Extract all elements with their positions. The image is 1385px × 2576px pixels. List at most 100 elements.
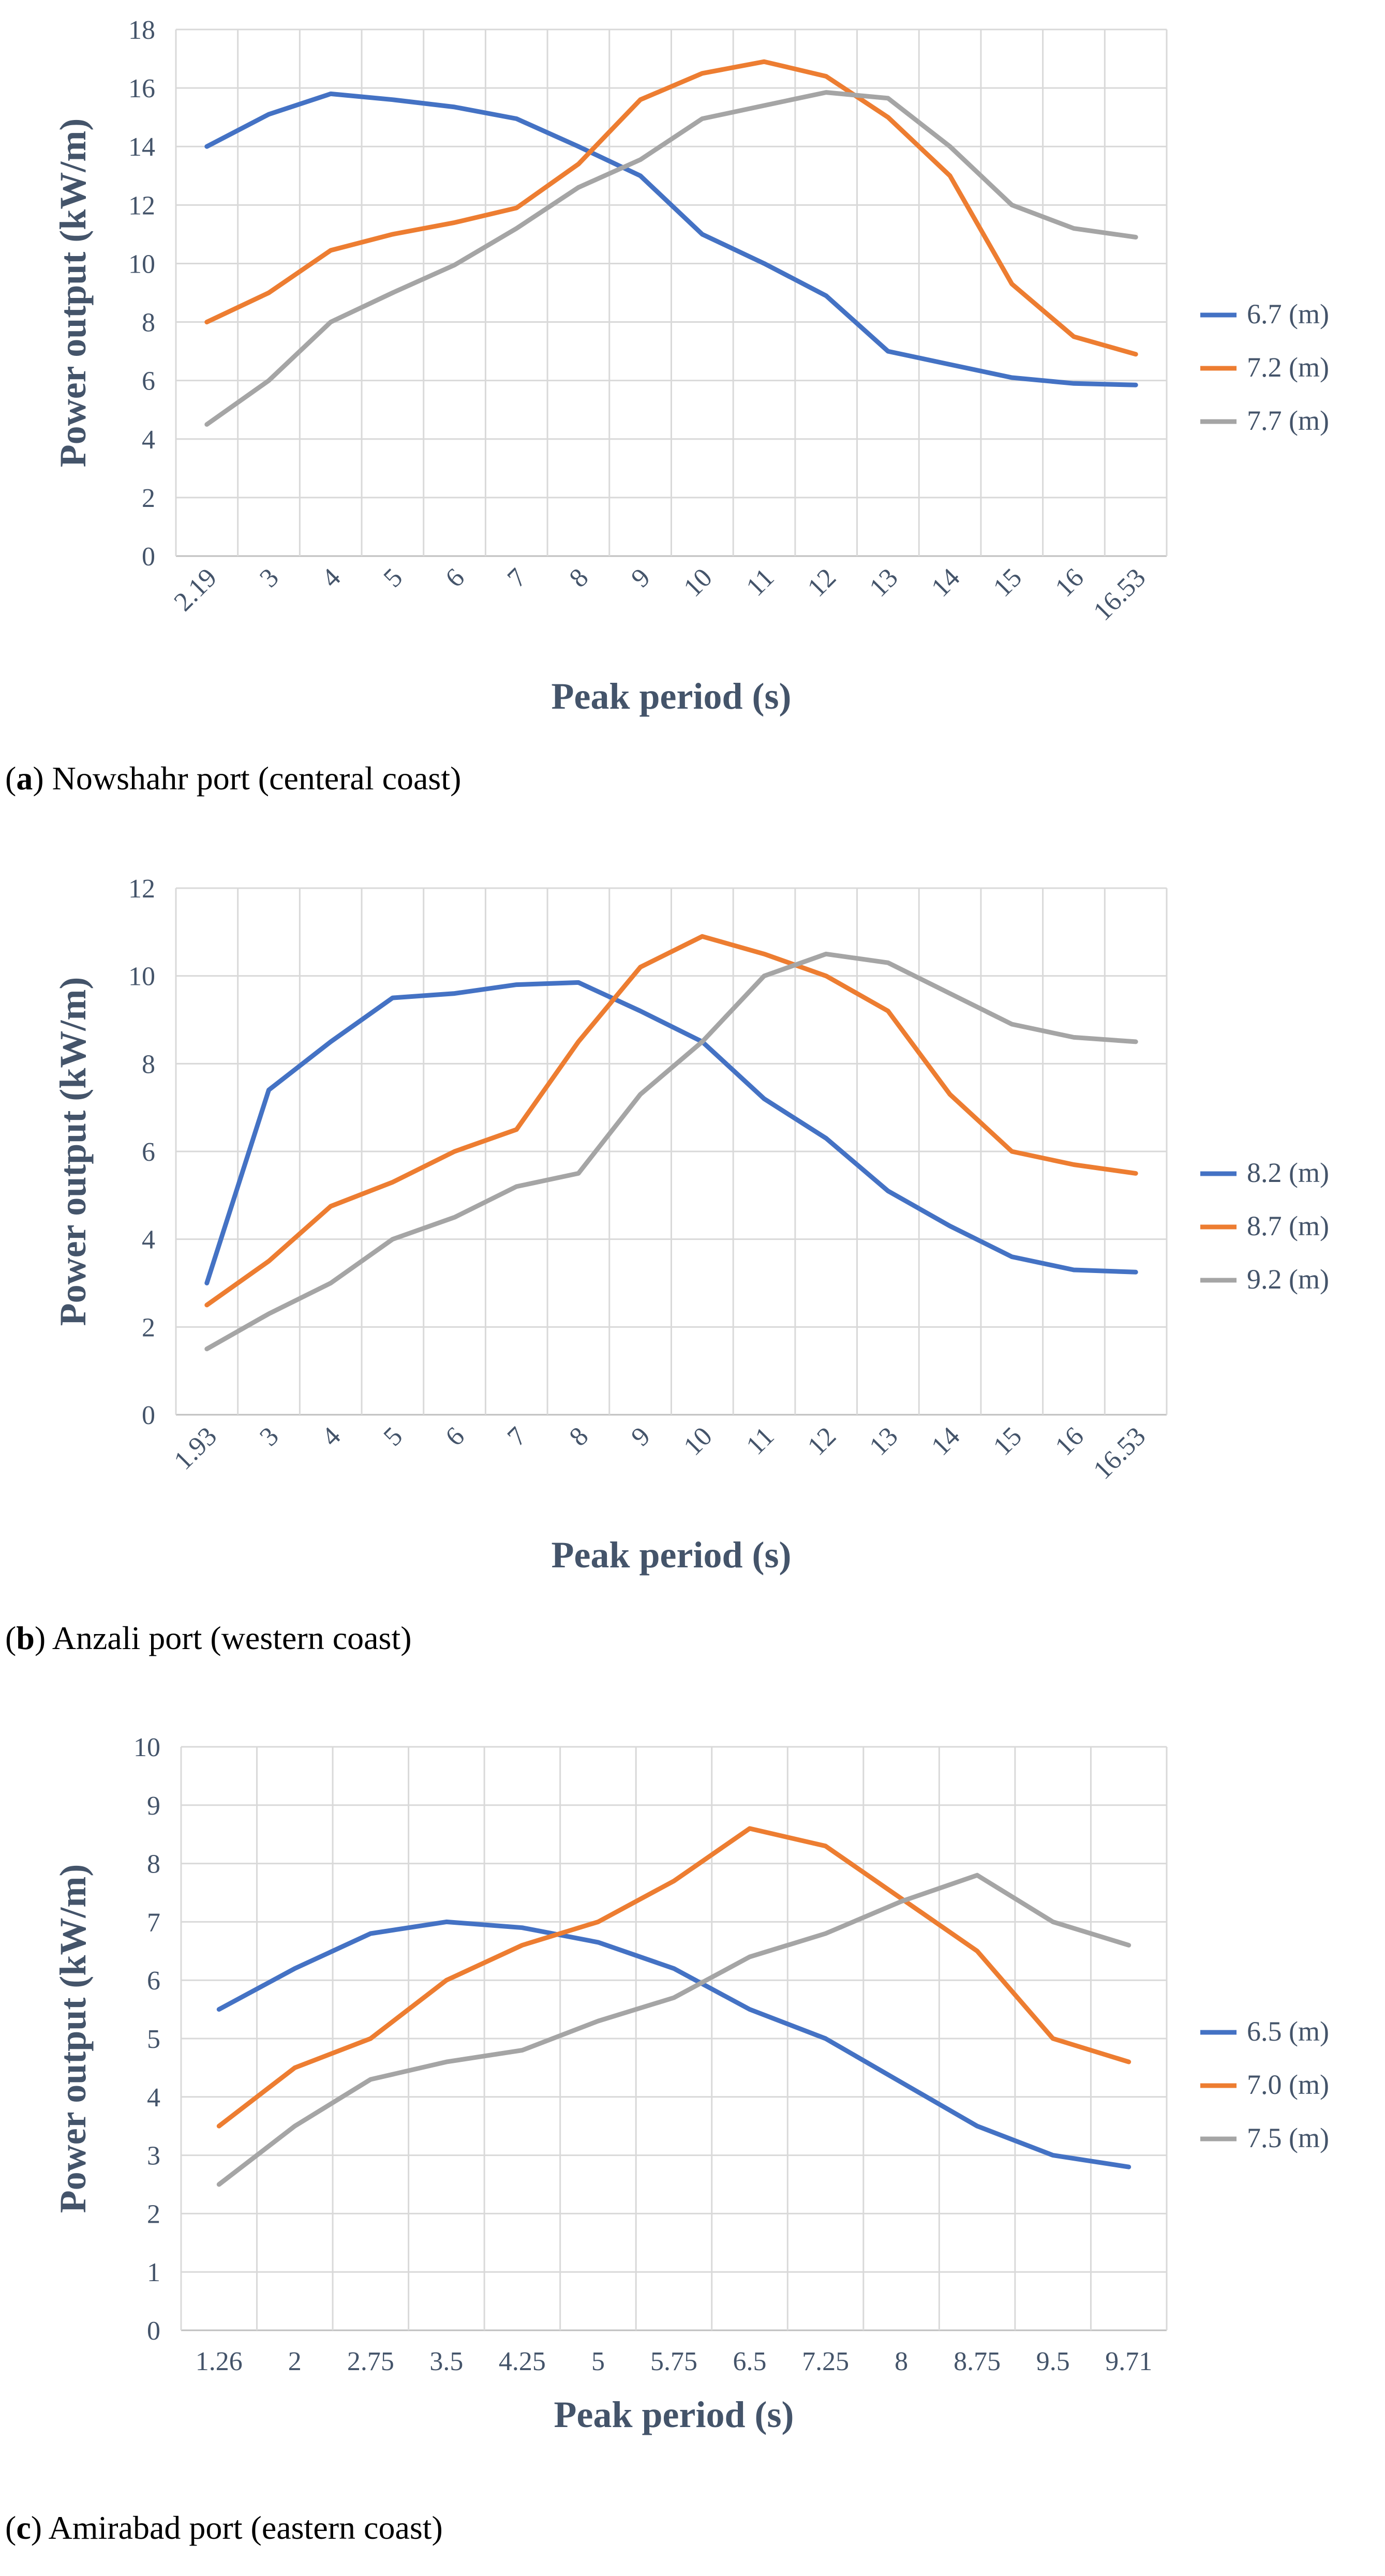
y-tick-label: 9	[147, 1791, 160, 1821]
y-tick-label: 1	[147, 2258, 160, 2287]
y-tick-label: 16	[128, 74, 155, 103]
y-tick-label: 7	[147, 1908, 160, 1937]
y-tick-label: 4	[147, 2083, 160, 2113]
x-tick-label: 12	[802, 1421, 842, 1461]
x-tick-label: 5	[591, 2347, 605, 2376]
x-tick-label: 2.19	[169, 563, 223, 617]
x-tick-label: 1.93	[169, 1421, 223, 1476]
x-tick-label: 7	[502, 1421, 532, 1452]
legend-label-3: 7.7 (m)	[1247, 405, 1329, 436]
x-tick-label: 6	[440, 563, 470, 593]
y-tick-label: 0	[147, 2316, 160, 2346]
caption-b: (b) Anzali port (western coast)	[5, 1620, 412, 1656]
x-tick-label: 6.5	[733, 2347, 767, 2376]
series-line-3	[204, 951, 1138, 1352]
series-line-3	[216, 1873, 1131, 2187]
y-tick-label: 2	[147, 2199, 160, 2229]
y-tick-label: 8	[147, 1850, 160, 1879]
x-tick-label: 16	[1050, 1421, 1090, 1461]
x-tick-label: 2	[288, 2347, 302, 2376]
y-tick-label: 10	[133, 1733, 160, 1762]
y-tick-label: 12	[128, 191, 155, 220]
chart-panel-c: 0 1 2 3 4 5 6 7 8 9 10 1.26 2 2.75 3.5 4.25 5 5.75 6.5 7.25…	[0, 1717, 1385, 2576]
x-tick-label: 15	[988, 1421, 1027, 1461]
x-tick-label: 3	[254, 563, 285, 593]
x-tick-label: 4.25	[499, 2347, 546, 2376]
chart-svg-c: 0 1 2 3 4 5 6 7 8 9 10 1.26 2 2.75 3.5 4.25 5 5.75 6.5 7.25…	[52, 1733, 1329, 2435]
y-tick-label: 6	[142, 367, 155, 396]
y-tick-label: 10	[128, 962, 155, 992]
x-tick-label: 10	[678, 563, 718, 603]
y-tick-label: 5	[147, 2025, 160, 2054]
y-tick-label: 2	[142, 484, 155, 513]
x-axis-title: Peak period (s)	[554, 2394, 794, 2435]
legend-label-2: 7.0 (m)	[1247, 2069, 1329, 2100]
x-tick-label: 2.75	[347, 2347, 394, 2376]
y-axis-title: Power output (kW/m)	[52, 977, 94, 1326]
x-tick-label: 7.25	[802, 2347, 849, 2376]
x-tick-label: 14	[926, 1421, 965, 1461]
x-tick-label: 8	[564, 1421, 594, 1452]
series-line-2	[216, 1826, 1131, 2129]
y-tick-label: 8	[142, 308, 155, 338]
caption-c: (c) Amirabad port (eastern coast)	[5, 2509, 443, 2546]
series-line-3	[204, 90, 1138, 427]
legend-label-2: 7.2 (m)	[1247, 352, 1329, 383]
series-line-1	[204, 91, 1138, 387]
y-tick-label: 3	[147, 2141, 160, 2171]
y-axis-title: Power output (kW/m)	[52, 1864, 94, 2213]
x-tick-label: 9.5	[1036, 2347, 1070, 2376]
x-tick-label: 11	[741, 1421, 780, 1461]
y-tick-label: 10	[128, 249, 155, 279]
y-tick-label: 14	[128, 132, 155, 162]
x-tick-label: 8.75	[954, 2347, 1001, 2376]
x-tick-label: 6	[440, 1421, 470, 1452]
x-tick-label: 14	[926, 563, 965, 603]
series-line-2	[204, 59, 1138, 357]
x-tick-label: 8	[564, 563, 594, 593]
y-tick-label: 12	[128, 874, 155, 904]
x-tick-label: 10	[678, 1421, 718, 1461]
x-tick-label: 13	[864, 1421, 904, 1461]
x-tick-label: 11	[741, 563, 780, 602]
x-tick-label: 5.75	[650, 2347, 697, 2376]
legend-label-2: 8.7 (m)	[1247, 1210, 1329, 1241]
x-axis-title: Peak period (s)	[552, 1534, 792, 1576]
x-tick-label: 8	[895, 2347, 908, 2376]
legend-label-3: 7.5 (m)	[1247, 2122, 1329, 2153]
y-tick-label: 0	[142, 542, 155, 572]
x-tick-label: 9	[626, 563, 656, 593]
x-tick-label: 7	[502, 563, 532, 593]
x-tick-label: 9.71	[1105, 2347, 1152, 2376]
series-line-2	[204, 934, 1138, 1308]
x-tick-label: 3.5	[429, 2347, 463, 2376]
x-tick-label: 12	[802, 563, 842, 603]
y-tick-label: 8	[142, 1050, 155, 1079]
x-tick-label: 16.53	[1088, 563, 1152, 626]
legend-label-1: 8.2 (m)	[1247, 1157, 1329, 1188]
chart-svg-a: 0 2 4 6 8 10 12 14 16 18 2.19 3 4 5 6 7 8 9 10 11 12 13 14 15 16…	[52, 16, 1329, 717]
caption-a: (a) Nowshahr port (centeral coast)	[5, 760, 461, 797]
y-tick-label: 0	[142, 1401, 155, 1430]
x-tick-label: 16	[1050, 563, 1090, 603]
y-tick-label: 4	[142, 425, 155, 455]
series-line-1	[216, 1919, 1131, 2169]
x-tick-label: 9	[626, 1421, 656, 1452]
x-tick-label: 16.53	[1088, 1421, 1152, 1485]
x-tick-label: 4	[316, 1421, 347, 1452]
y-tick-label: 6	[147, 1966, 160, 1996]
series-line-1	[204, 980, 1138, 1285]
y-axis-title: Power output (kW/m)	[52, 118, 94, 468]
chart-panel-b: 0 2 4 6 8 10 12 1.93 3 4 5 6 7 8 9 10 11 12 13 14 15 16 16.53 P…	[0, 859, 1385, 1717]
x-tick-label: 15	[988, 563, 1027, 603]
y-tick-label: 4	[142, 1225, 155, 1255]
x-axis-title: Peak period (s)	[552, 676, 792, 717]
chart-panel-a: 0 2 4 6 8 10 12 14 16 18 2.19 3 4 5 6 7 8 9 10 11 12 13 14 15 16…	[0, 0, 1385, 859]
y-tick-label: 18	[128, 16, 155, 45]
x-tick-label: 13	[864, 563, 904, 603]
x-tick-label: 3	[254, 1421, 285, 1452]
x-tick-label: 1.26	[196, 2347, 243, 2376]
y-tick-label: 6	[142, 1137, 155, 1167]
x-tick-label: 4	[316, 563, 347, 593]
legend-label-1: 6.7 (m)	[1247, 298, 1329, 330]
